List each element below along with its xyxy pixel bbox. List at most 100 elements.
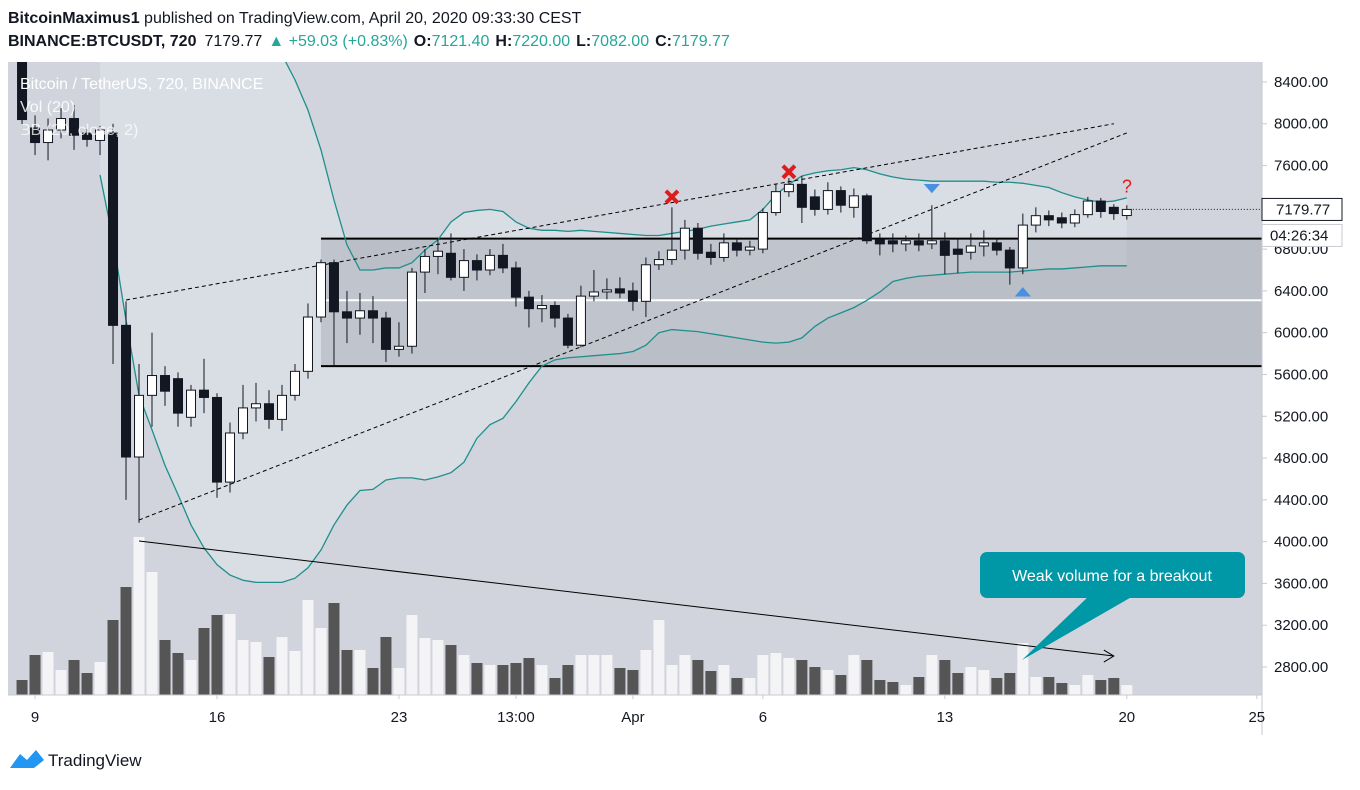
candle-body — [627, 290, 638, 302]
candle-body — [796, 183, 807, 208]
candle-body — [302, 316, 313, 372]
chart-title: Bitcoin / TetherUS, 720, BINANCE — [20, 76, 263, 93]
y-tick-label: 3600.00 — [1274, 575, 1328, 592]
callout-text: Weak volume for a breakout — [1012, 568, 1212, 585]
candle-body — [718, 242, 729, 258]
candle-body — [601, 289, 612, 293]
volume-bar — [1043, 677, 1055, 695]
volume-bar — [913, 677, 925, 695]
volume-bar — [900, 685, 912, 695]
volume-bar — [458, 655, 470, 695]
candle-body — [160, 375, 171, 392]
down-marker — [923, 184, 940, 194]
callout-box — [980, 552, 1245, 598]
candle-body — [874, 239, 885, 245]
volume-bar — [497, 665, 509, 695]
volume-bar — [549, 678, 561, 695]
zone — [320, 238, 1262, 367]
cross-marker — [781, 164, 797, 180]
ohlc-label: L: — [576, 33, 591, 50]
candle-body — [108, 132, 119, 326]
volume-bar — [159, 640, 171, 695]
candle-body — [1095, 200, 1106, 213]
header-line-2: BINANCE:BTCUSDT, 720 7179.77 ▲ +59.03 (+0.… — [8, 33, 730, 50]
candle-body — [1004, 249, 1015, 269]
volume-bar — [81, 673, 93, 695]
volume-bar — [835, 675, 847, 695]
candle-body — [705, 251, 716, 258]
volume-bar — [107, 620, 119, 695]
candle-body — [147, 375, 158, 396]
volume-bar — [419, 638, 431, 695]
candle-body — [978, 242, 989, 247]
volume-bar — [29, 655, 41, 695]
y-tick-label: 8000.00 — [1274, 116, 1328, 133]
time-axis — [0, 695, 1360, 735]
volume-bar — [965, 667, 977, 695]
arrow-head — [1103, 649, 1115, 663]
countdown-box — [1261, 223, 1343, 247]
candle-body — [835, 190, 846, 206]
y-tick-label: 8400.00 — [1274, 74, 1328, 91]
volume-bar — [302, 600, 314, 695]
candle-body — [328, 262, 339, 313]
candle-body — [367, 310, 378, 319]
volume-bar — [68, 660, 80, 695]
candle-body — [263, 403, 274, 420]
volume-bar — [445, 645, 457, 695]
volume-bar — [1004, 673, 1016, 695]
candle-body — [406, 271, 417, 347]
ohlc-label: C: — [655, 33, 672, 50]
candle-body — [497, 254, 508, 269]
candle-body — [1030, 215, 1041, 226]
trend-line — [138, 132, 1128, 521]
candle-body — [134, 394, 145, 458]
bollinger-band — [284, 62, 1127, 271]
logo — [10, 750, 44, 768]
candle-body — [484, 254, 495, 271]
published: published on TradingView.com, April 20, … — [140, 10, 582, 27]
candle-body — [952, 248, 963, 255]
last-price: 7179.77 — [204, 33, 262, 50]
volume-bar — [653, 620, 665, 695]
candle-body — [17, 62, 28, 121]
volume-bar — [1082, 675, 1094, 695]
volume-bar — [276, 637, 288, 695]
volume-bar — [185, 660, 197, 695]
up-marker — [1014, 287, 1031, 297]
candle-body — [848, 195, 859, 208]
candle-body — [939, 240, 950, 256]
volume-bar — [757, 655, 769, 695]
volume-bar — [16, 680, 28, 695]
x-tick-label: 13 — [937, 709, 954, 726]
volume-bar — [1017, 643, 1029, 695]
candle-body — [173, 378, 184, 414]
candle-body — [991, 242, 1002, 251]
y-tick-label: 6000.00 — [1274, 325, 1328, 342]
volume-bar — [614, 668, 626, 695]
candle-body — [289, 370, 300, 396]
candle-body — [30, 127, 41, 144]
y-tick-label: 3200.00 — [1274, 617, 1328, 634]
x-tick-label: 23 — [391, 709, 408, 726]
volume-bar — [471, 663, 483, 695]
volume-bar — [393, 668, 405, 695]
volume-bar — [562, 665, 574, 695]
candle-body — [315, 262, 326, 318]
last-price-label: 7179.77 — [1276, 201, 1330, 218]
y-tick-label: 4000.00 — [1274, 534, 1328, 551]
last-price-box — [1261, 197, 1343, 221]
candle-body — [458, 260, 469, 278]
volume-bar — [315, 628, 327, 695]
volume-bar — [926, 655, 938, 695]
volume-bar — [978, 670, 990, 695]
y-tick-label: 2800.00 — [1274, 659, 1328, 676]
candle-body — [224, 432, 235, 483]
candle-body — [471, 260, 482, 271]
volume-bar — [861, 660, 873, 695]
candle-body — [510, 267, 521, 298]
y-tick-label: 5600.00 — [1274, 366, 1328, 383]
volume-bar — [640, 650, 652, 695]
